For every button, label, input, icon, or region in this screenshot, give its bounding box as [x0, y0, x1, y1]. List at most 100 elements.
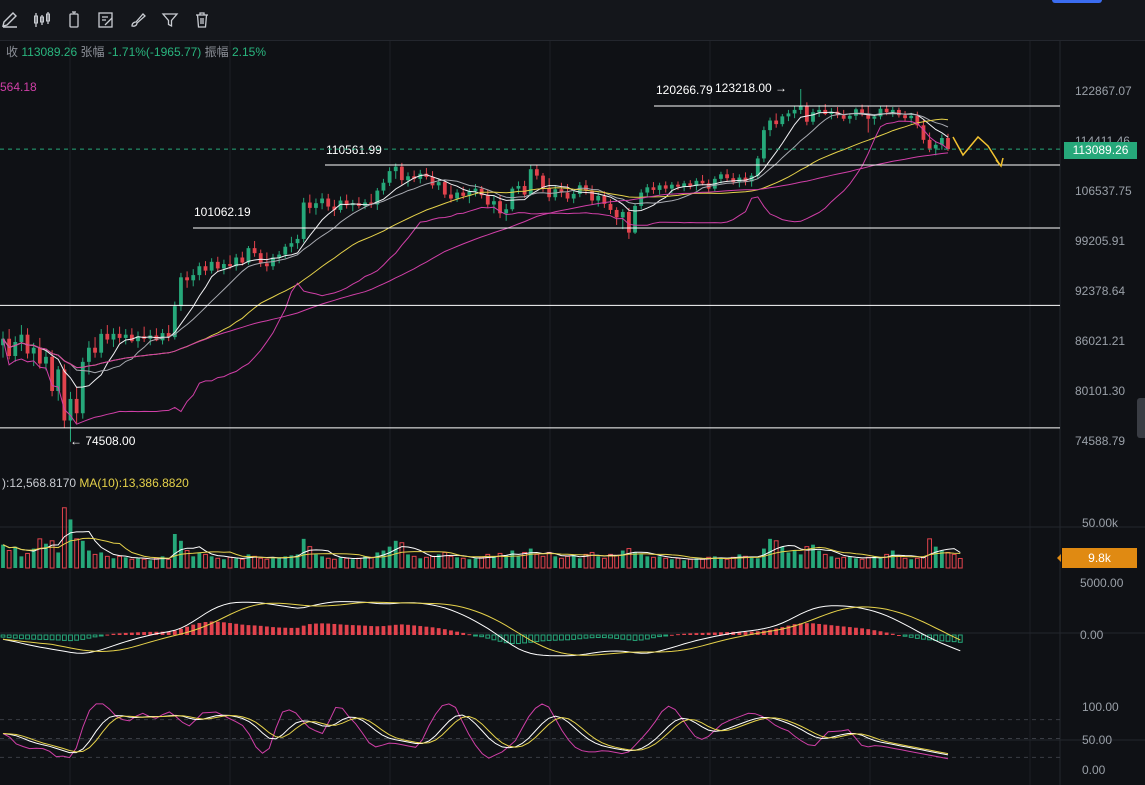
price-annotation: 101062.19 [194, 205, 251, 219]
candle [350, 199, 355, 212]
macd-histogram-bar [688, 633, 693, 635]
macd-histogram-bar [872, 630, 877, 635]
candle-body [645, 187, 650, 193]
macd-histogram-bar [252, 625, 257, 635]
candle-body [565, 192, 570, 199]
macd-histogram-bar [43, 634, 49, 640]
trash-icon[interactable] [192, 10, 212, 30]
volume-bar [626, 548, 632, 569]
candle-body [105, 333, 110, 340]
volume-bar [160, 556, 165, 568]
volume-bar [596, 556, 601, 568]
candlestick-icon[interactable] [32, 10, 52, 30]
candle-body [37, 347, 42, 364]
volume-bar [706, 556, 712, 569]
candle [939, 134, 944, 150]
candle-body [669, 184, 674, 189]
candle [197, 262, 202, 281]
macd-histogram-bar [191, 624, 196, 635]
macd-histogram-bar [467, 634, 472, 636]
candle-body [264, 263, 269, 267]
candle-body [387, 171, 392, 183]
macd-histogram-bar [234, 623, 239, 635]
macd-histogram-bar [350, 625, 355, 635]
volume-bar [191, 556, 196, 568]
volume-bar [74, 538, 80, 569]
candle [571, 190, 576, 204]
macd-histogram-bar [669, 634, 674, 636]
brush-icon[interactable] [128, 10, 148, 30]
candle [811, 108, 815, 125]
macd-histogram-bar [136, 632, 140, 635]
candle [663, 181, 668, 193]
candle-body [430, 176, 435, 186]
candle [44, 351, 48, 371]
volume-bar [455, 557, 459, 568]
candle-body [633, 205, 637, 233]
macd-histogram-bar [418, 626, 423, 635]
macd-histogram-bar [608, 634, 613, 639]
candle-body [203, 266, 208, 271]
candle [332, 199, 337, 217]
candle-body [136, 336, 140, 342]
macd-histogram-bar [700, 632, 705, 635]
macd-histogram-bar [381, 626, 386, 635]
panel-collapse-handle[interactable] [1137, 398, 1145, 438]
macd-histogram-bar [240, 624, 245, 635]
volume-bar [724, 558, 730, 569]
candle-body [731, 178, 736, 183]
price-chart[interactable]: 122867.07114411.46106537.7599205.9192378… [0, 41, 1145, 785]
candle [915, 111, 920, 129]
macd-histogram-bar [644, 634, 650, 640]
volume-bar [902, 557, 908, 569]
volume-bar [835, 557, 840, 569]
candle-body [510, 188, 515, 210]
volume-bar [657, 556, 662, 568]
macd-histogram-bar [271, 627, 275, 635]
candle [657, 182, 662, 195]
filter-icon[interactable] [160, 10, 180, 30]
macd-histogram-bar [632, 634, 638, 641]
candle-body [307, 202, 312, 208]
candle-body [927, 139, 932, 149]
draw-pen-icon[interactable] [0, 10, 20, 30]
macd-axis-label: 5000.00 [1080, 576, 1124, 590]
macd-histogram-bar [246, 625, 251, 635]
candle-body [762, 130, 766, 159]
volume-bar [215, 557, 221, 569]
change-value: -1.71%(-1965.77) [107, 45, 202, 59]
indicator-icon[interactable] [64, 10, 84, 30]
macd-histogram-bar [792, 624, 797, 635]
macd-histogram-bar [503, 634, 509, 644]
edit-note-icon[interactable] [96, 10, 116, 30]
candle-body [492, 201, 496, 205]
candle-body [608, 203, 613, 210]
candle [817, 105, 822, 117]
volume-bar [854, 558, 858, 568]
volume-bar [712, 556, 717, 568]
candle-body [436, 182, 441, 186]
candle-body [246, 248, 251, 263]
active-tab-indicator [1052, 0, 1102, 3]
candle-body [817, 109, 822, 113]
candle [142, 326, 147, 342]
macd-histogram-bar [786, 625, 791, 635]
macd-histogram-bar [344, 624, 349, 635]
candle [185, 271, 189, 288]
candle-body [44, 356, 48, 364]
volume-bar [896, 555, 902, 569]
volume-bar [368, 556, 374, 569]
candle [191, 269, 196, 287]
macd-histogram-bar [148, 631, 153, 635]
candle-body [694, 180, 699, 187]
candle-body [363, 202, 367, 206]
volume-bar [338, 557, 343, 568]
macd-histogram-bar [449, 630, 453, 635]
candle-body [234, 257, 239, 267]
macd-histogram-bar [743, 631, 748, 635]
candle [762, 126, 766, 163]
candle-body [798, 106, 803, 110]
macd-histogram-bar [780, 627, 785, 635]
candle [314, 198, 318, 215]
macd-histogram-bar [264, 626, 269, 635]
